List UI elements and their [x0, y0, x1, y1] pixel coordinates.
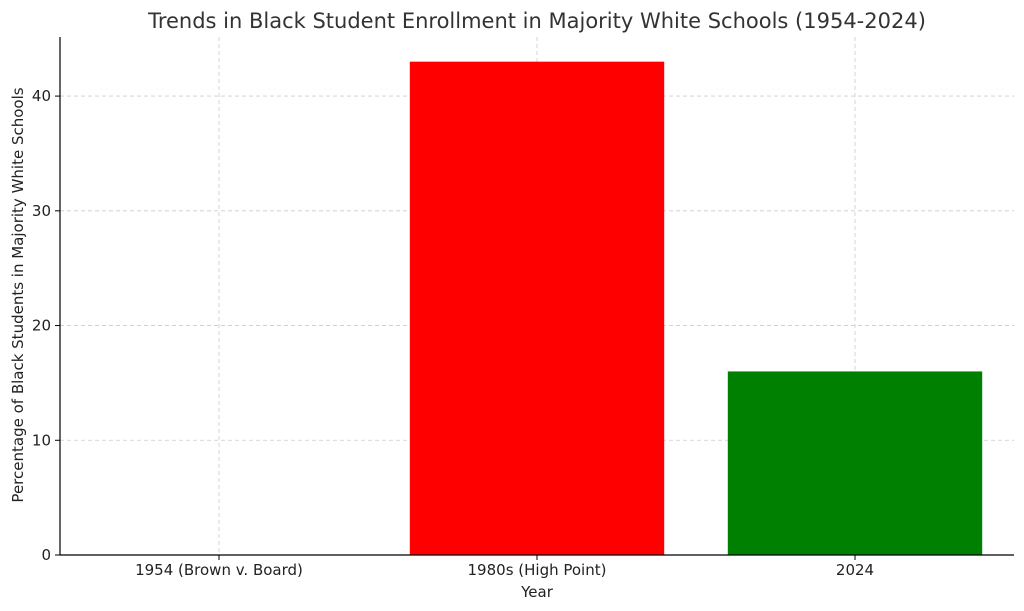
y-tick-label: 30 — [32, 202, 51, 220]
x-tick-label: 1980s (High Point) — [468, 561, 607, 579]
y-tick-label: 40 — [32, 87, 51, 105]
chart-title: Trends in Black Student Enrollment in Ma… — [147, 9, 926, 33]
bar-1 — [409, 61, 665, 556]
bars-layer — [409, 61, 983, 556]
bar-2 — [727, 371, 983, 555]
ticks-layer: 0 10 20 30 40 1954 (Brown v. Board) 1980s (Hig… — [32, 87, 874, 579]
y-tick-label: 0 — [41, 546, 51, 564]
x-tick-label: 2024 — [836, 561, 874, 579]
y-tick-label: 20 — [32, 317, 51, 335]
y-tick-label: 10 — [32, 431, 51, 449]
x-axis-title: Year — [520, 583, 554, 601]
x-tick-label: 1954 (Brown v. Board) — [135, 561, 303, 579]
y-axis-title: Percentage of Black Students in Majority… — [9, 87, 27, 502]
